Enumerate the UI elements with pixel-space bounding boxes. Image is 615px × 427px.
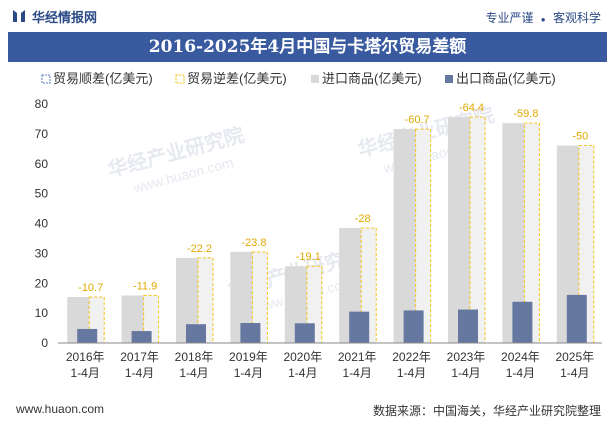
x-tick-label: 2023年 1-4月 xyxy=(447,350,486,380)
x-tick-label: 2020年 1-4月 xyxy=(283,350,322,380)
deficit-bar xyxy=(469,116,486,344)
x-tick-label: 2021年 1-4月 xyxy=(338,350,377,380)
deficit-data-label: -19.1 xyxy=(296,251,321,263)
deficit-data-label: -11.9 xyxy=(133,280,157,292)
y-tick-label: 0 xyxy=(41,336,48,350)
export-bar xyxy=(566,294,587,343)
legend-deficit-icon xyxy=(175,74,185,84)
import-bar xyxy=(556,145,579,343)
deficit-data-label: -50 xyxy=(572,131,588,143)
chart-area: 华经产业研究院www.huaon.com华经产业研究院www.huaon.com… xyxy=(35,71,602,380)
y-tick-label: 10 xyxy=(35,306,49,320)
import-bar xyxy=(176,257,198,343)
deficit-data-label: -22.2 xyxy=(187,243,212,255)
export-bar xyxy=(403,310,424,343)
deficit-data-label: -64.4 xyxy=(459,102,484,114)
deficit-bar xyxy=(578,145,595,344)
x-tick-label: 2018年 1-4月 xyxy=(175,350,214,380)
import-bar xyxy=(448,117,470,343)
legend-import-icon xyxy=(311,75,319,83)
tagline-separator: ● xyxy=(540,15,546,24)
y-tick-label: 70 xyxy=(35,127,49,141)
deficit-data-label: -10.7 xyxy=(78,282,103,294)
footer-source: 数据来源：中国海关，华经产业研究院整理 xyxy=(372,404,601,418)
x-tick-label: 2019年 1-4月 xyxy=(229,350,268,380)
tagline-right: 客观科学 xyxy=(552,11,601,25)
import-bar xyxy=(502,123,525,343)
footer-url: www.huaon.com xyxy=(16,402,105,416)
legend: 贸易顺差(亿美元) 贸易逆差(亿美元) 进口商品(亿美元) 出口商品(亿美元) xyxy=(41,71,556,86)
brand-name: 华经情报网 xyxy=(32,9,98,25)
export-bar xyxy=(240,322,261,343)
x-tick-label: 2017年 1-4月 xyxy=(120,350,159,380)
y-tick-label: 60 xyxy=(35,157,49,171)
export-bar xyxy=(349,311,370,343)
legend-export-icon xyxy=(445,75,453,83)
deficit-data-label: -60.7 xyxy=(405,114,430,126)
y-tick-label: 20 xyxy=(35,276,49,290)
export-bar xyxy=(77,328,98,343)
bars xyxy=(67,116,595,344)
export-bar xyxy=(512,301,533,343)
y-tick-label: 30 xyxy=(35,246,49,260)
export-bar xyxy=(294,323,315,343)
chart-title: 2016-2025年4月中国与卡塔尔贸易差额 xyxy=(8,32,607,62)
legend-surplus-icon xyxy=(41,74,51,84)
x-tick-label: 2016年 1-4月 xyxy=(66,350,105,380)
export-bar xyxy=(458,309,478,343)
y-tick-label: 50 xyxy=(35,187,49,201)
deficit-data-label: -23.8 xyxy=(241,237,266,249)
tagline: 专业严谨 ● 客观科学 xyxy=(481,9,601,26)
x-tick-label: 2022年 1-4月 xyxy=(392,350,431,380)
y-axis: 0 10 20 30 40 50 60 70 80 xyxy=(35,97,49,350)
export-bar xyxy=(131,331,152,343)
deficit-data-label: -59.8 xyxy=(513,108,538,120)
import-bar xyxy=(230,251,253,343)
import-bar xyxy=(393,129,416,343)
top-bar: 华经情报网 专业严谨 ● 客观科学 xyxy=(0,0,615,32)
tagline-left: 专业严谨 xyxy=(485,11,534,25)
y-tick-label: 80 xyxy=(35,97,49,111)
data-labels: -10.7 -11.9 -22.2 -23.8 -19.1 -28 -60.7 -64.4 -5… xyxy=(78,102,588,294)
y-tick-label: 40 xyxy=(35,217,49,231)
brand-logo: 华经情报网 xyxy=(12,8,98,25)
x-tick-label: 2025年 1-4月 xyxy=(555,350,594,380)
legend-label: 贸易逆差(亿美元) xyxy=(187,71,287,86)
footer: www.huaon.com 数据来源：中国海关，华经产业研究院整理 xyxy=(0,393,615,427)
brand-logo-icon xyxy=(13,10,25,22)
legend-label: 进口商品(亿美元) xyxy=(322,71,422,86)
x-axis: 2016年 1-4月 2017年 1-4月 2018年 1-4月 2019年 1-4月 2020… xyxy=(58,342,602,380)
export-bar xyxy=(186,324,206,343)
deficit-bar xyxy=(251,251,268,344)
legend-label: 贸易顺差(亿美元) xyxy=(53,71,153,86)
x-tick-label: 2024年 1-4月 xyxy=(501,350,540,380)
legend-label: 出口商品(亿美元) xyxy=(456,71,556,86)
deficit-data-label: -28 xyxy=(355,213,371,225)
